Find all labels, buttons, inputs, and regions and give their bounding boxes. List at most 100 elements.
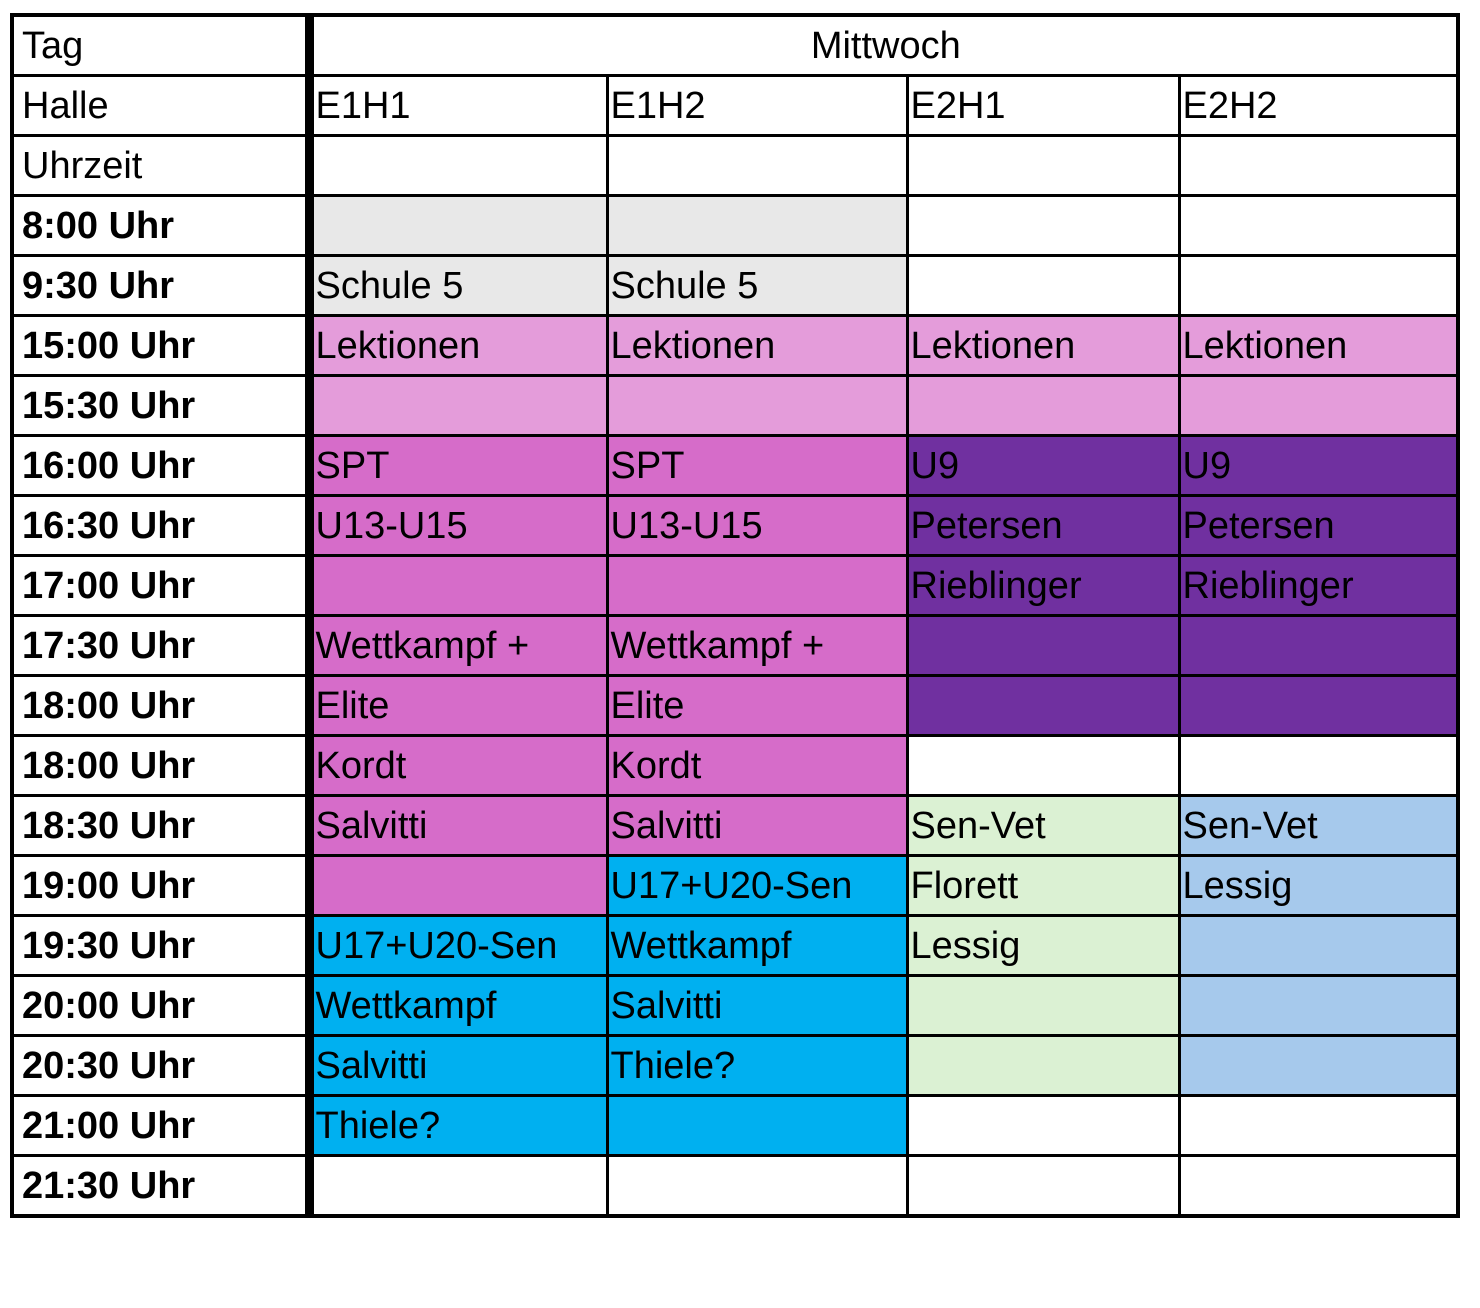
schedule-cell xyxy=(1177,734,1460,797)
schedule-cell: Rieblinger xyxy=(905,554,1181,617)
schedule-cell xyxy=(905,134,1181,197)
schedule-cell: SPT xyxy=(307,434,609,497)
time-slot-label: 15:30 Uhr xyxy=(10,374,314,437)
time-slot-label: 16:00 Uhr xyxy=(10,434,314,497)
schedule-cell xyxy=(307,374,609,437)
schedule-cell: Salvitti xyxy=(307,1034,609,1097)
schedule-cell: U13-U15 xyxy=(605,494,909,557)
time-slot-row: 20:00 Uhr Wettkampf Salvitti xyxy=(10,974,1460,1037)
time-slot-row: 17:00 Uhr Rieblinger Rieblinger xyxy=(10,554,1460,617)
schedule-cell: Lessig xyxy=(905,914,1181,977)
schedule-cell: Florett xyxy=(905,854,1181,917)
schedule-cell: Salvitti xyxy=(605,974,909,1037)
schedule-cell: Thiele? xyxy=(307,1094,609,1157)
day-row: Tag Mittwoch xyxy=(10,13,1460,77)
schedule-cell xyxy=(1177,1094,1460,1157)
schedule-cell xyxy=(905,974,1181,1037)
schedule-cell: Kordt xyxy=(307,734,609,797)
time-slot-row: 19:30 Uhr U17+U20-Sen Wettkampf Lessig xyxy=(10,914,1460,977)
time-slot-row: 16:00 Uhr SPT SPT U9 U9 xyxy=(10,434,1460,497)
time-slot-row: 15:30 Uhr xyxy=(10,374,1460,437)
time-slot-label: 18:00 Uhr xyxy=(10,734,314,797)
schedule-cell xyxy=(905,254,1181,317)
schedule-cell: Thiele? xyxy=(605,1034,909,1097)
schedule-cell xyxy=(307,194,609,257)
time-slot-row: 21:30 Uhr xyxy=(10,1154,1460,1218)
time-slot-label: 21:00 Uhr xyxy=(10,1094,314,1157)
time-slot-label: 8:00 Uhr xyxy=(10,194,314,257)
schedule-cell xyxy=(1177,674,1460,737)
schedule-cell: Petersen xyxy=(905,494,1181,557)
schedule-cell xyxy=(1177,614,1460,677)
schedule-cell xyxy=(307,1154,609,1218)
schedule-cell: Rieblinger xyxy=(1177,554,1460,617)
time-slot-row: 20:30 Uhr Salvitti Thiele? xyxy=(10,1034,1460,1097)
schedule-cell xyxy=(1177,194,1460,257)
schedule-cell xyxy=(905,194,1181,257)
time-slot-label: 20:30 Uhr xyxy=(10,1034,314,1097)
schedule-cell xyxy=(905,1094,1181,1157)
schedule-cell: Salvitti xyxy=(605,794,909,857)
schedule-cell xyxy=(1177,134,1460,197)
hall-header: E2H2 xyxy=(1177,74,1460,137)
time-label-row: Uhrzeit xyxy=(10,134,1460,197)
schedule-cell: U17+U20-Sen xyxy=(605,854,909,917)
schedule-cell: Kordt xyxy=(605,734,909,797)
time-slot-label: 17:30 Uhr xyxy=(10,614,314,677)
hall-row: Halle E1H1 E1H2 E2H1 E2H2 xyxy=(10,74,1460,137)
time-slot-row: 16:30 Uhr U13-U15 U13-U15 Petersen Petersen xyxy=(10,494,1460,557)
schedule-cell: Elite xyxy=(605,674,909,737)
schedule-cell: U9 xyxy=(905,434,1181,497)
schedule-cell: U9 xyxy=(1177,434,1460,497)
time-slot-row: 15:00 Uhr Lektionen Lektionen Lektionen Lekt… xyxy=(10,314,1460,377)
schedule-cell xyxy=(605,374,909,437)
schedule-cell: Schule 5 xyxy=(605,254,909,317)
schedule-cell xyxy=(905,734,1181,797)
schedule-cell xyxy=(605,194,909,257)
schedule-table: Tag Mittwoch Halle E1H1 E1H2 E2H1 E2H2 U… xyxy=(10,13,1461,1218)
schedule-cell xyxy=(905,674,1181,737)
schedule-cell xyxy=(307,554,609,617)
time-slot-row: 8:00 Uhr xyxy=(10,194,1460,257)
schedule-cell xyxy=(905,1034,1181,1097)
schedule-cell: Wettkampf + xyxy=(605,614,909,677)
time-slot-row: 17:30 Uhr Wettkampf + Wettkampf + xyxy=(10,614,1460,677)
schedule-cell xyxy=(905,1154,1181,1218)
schedule-cell xyxy=(1177,974,1460,1037)
schedule-cell: Elite xyxy=(307,674,609,737)
time-slot-row: 19:00 Uhr U17+U20-Sen Florett Lessig xyxy=(10,854,1460,917)
schedule-cell: Salvitti xyxy=(307,794,609,857)
schedule-cell xyxy=(605,134,909,197)
time-slot-row: 21:00 Uhr Thiele? xyxy=(10,1094,1460,1157)
time-slot-label: 17:00 Uhr xyxy=(10,554,314,617)
schedule-cell xyxy=(1177,1154,1460,1218)
schedule-cell: Wettkampf xyxy=(605,914,909,977)
time-slot-label: 15:00 Uhr xyxy=(10,314,314,377)
time-slot-label: 19:30 Uhr xyxy=(10,914,314,977)
hall-label: Halle xyxy=(10,74,314,137)
schedule-cell: SPT xyxy=(605,434,909,497)
schedule-cell: U17+U20-Sen xyxy=(307,914,609,977)
time-slot-label: 18:00 Uhr xyxy=(10,674,314,737)
day-label: Tag xyxy=(10,13,314,77)
time-slot-label: 16:30 Uhr xyxy=(10,494,314,557)
schedule-cell xyxy=(1177,374,1460,437)
schedule-cell: Lessig xyxy=(1177,854,1460,917)
schedule-cell: Sen-Vet xyxy=(1177,794,1460,857)
schedule-cell xyxy=(905,614,1181,677)
schedule-cell: Lektionen xyxy=(1177,314,1460,377)
time-slot-row: 18:00 Uhr Kordt Kordt xyxy=(10,734,1460,797)
schedule-body: Tag Mittwoch Halle E1H1 E1H2 E2H1 E2H2 U… xyxy=(10,13,1460,1218)
schedule-cell: Petersen xyxy=(1177,494,1460,557)
schedule-cell xyxy=(307,854,609,917)
time-slot-row: 18:30 Uhr Salvitti Salvitti Sen-Vet Sen-Vet xyxy=(10,794,1460,857)
time-label: Uhrzeit xyxy=(10,134,314,197)
time-slot-row: 9:30 Uhr Schule 5 Schule 5 xyxy=(10,254,1460,317)
hall-header: E2H1 xyxy=(905,74,1181,137)
schedule-cell xyxy=(605,1154,909,1218)
schedule-cell: Lektionen xyxy=(307,314,609,377)
time-slot-label: 19:00 Uhr xyxy=(10,854,314,917)
schedule-cell: U13-U15 xyxy=(307,494,609,557)
schedule-cell xyxy=(1177,914,1460,977)
hall-header: E1H1 xyxy=(307,74,609,137)
